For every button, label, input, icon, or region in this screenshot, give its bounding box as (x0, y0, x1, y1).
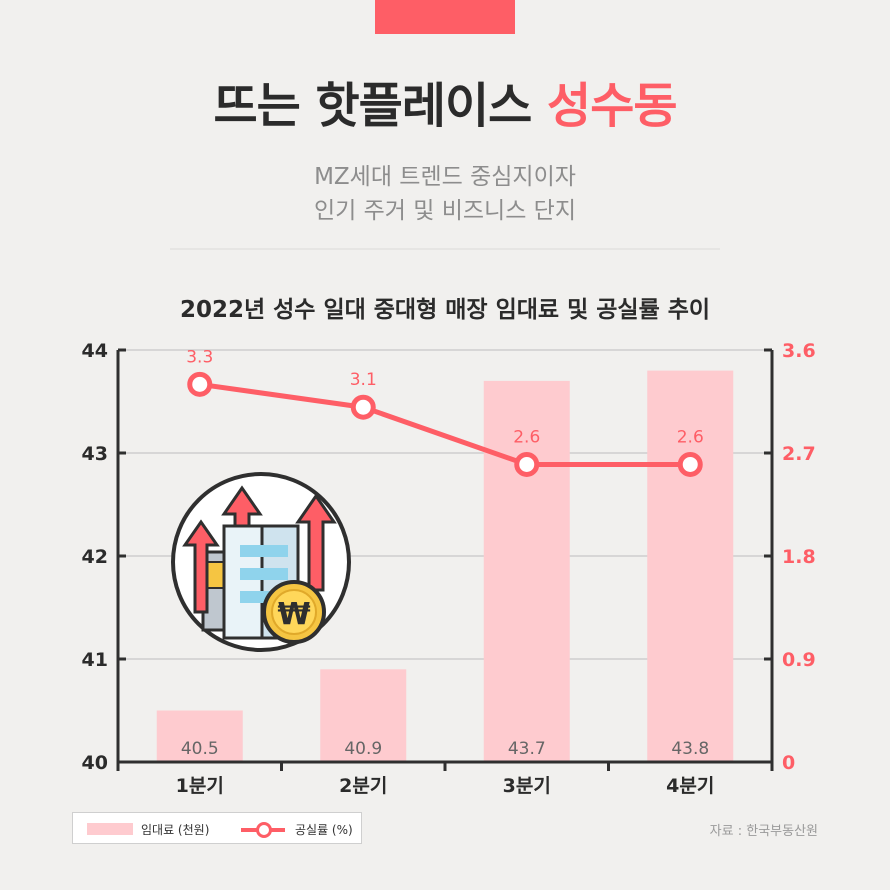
title-accent: 성수동 (547, 78, 677, 134)
line-value-label: 2.6 (677, 427, 704, 447)
title-main: 뜨는 핫플레이스 (213, 78, 532, 134)
right-tick-label: 0.9 (782, 649, 816, 671)
line-value-label: 2.6 (513, 427, 540, 447)
bar (647, 370, 734, 762)
legend-line-label: 공실률 (%) (295, 823, 353, 837)
bar (156, 710, 243, 762)
subtitle: MZ세대 트렌드 중심지이자 인기 주거 및 비즈니스 단지 (0, 160, 890, 228)
line-value-label: 3.3 (186, 347, 213, 367)
right-tick-label: 3.6 (782, 340, 816, 362)
header-divider (170, 248, 720, 250)
subtitle-line-2: 인기 주거 및 비즈니스 단지 (313, 198, 576, 224)
chart-title: 2022년 성수 일대 중대형 매장 임대료 및 공실률 추이 (179, 297, 711, 323)
bar-value-label: 43.7 (508, 739, 546, 759)
right-tick-label: 2.7 (782, 443, 816, 465)
source-note: 자료 : 한국부동산원 (709, 824, 818, 839)
bar-value-label: 40.5 (181, 739, 219, 759)
line-point (677, 451, 703, 477)
bar (320, 669, 407, 762)
x-tick-label: 2분기 (339, 775, 387, 797)
right-tick-label: 1.8 (782, 546, 816, 568)
bar-value-label: 43.8 (671, 739, 709, 759)
vacancy-rate-line (199, 381, 691, 467)
line-value-label: 3.1 (350, 370, 377, 390)
bar (483, 380, 570, 762)
x-tick-label: 3분기 (503, 775, 551, 797)
page-title: 뜨는 핫플레이스 성수동 (0, 66, 890, 136)
legend-bar-swatch (87, 823, 133, 835)
left-tick-label: 42 (82, 546, 108, 568)
line-point (187, 371, 213, 397)
left-tick-label: 44 (82, 340, 108, 362)
chart-legend: 임대료 (천원) 공실률 (%) (72, 812, 362, 844)
x-tick-label: 1분기 (176, 775, 224, 797)
building-with-rising-arrows-and-won-coin-icon: ₩ (171, 472, 351, 652)
bar-value-label: 40.9 (344, 739, 382, 759)
top-accent-tab (375, 0, 515, 34)
line-point (514, 451, 540, 477)
subtitle-line-1: MZ세대 트렌드 중심지이자 (314, 164, 576, 190)
left-tick-label: 43 (82, 443, 108, 465)
won-coin-icon: ₩ (277, 597, 310, 632)
left-tick-label: 41 (82, 649, 108, 671)
left-tick-label: 40 (82, 752, 108, 774)
legend-bar-label: 임대료 (천원) (141, 823, 210, 837)
line-point (350, 394, 376, 420)
right-tick-label: 0 (782, 752, 795, 774)
legend-line-marker-icon (256, 822, 272, 838)
x-tick-label: 4분기 (666, 775, 714, 797)
